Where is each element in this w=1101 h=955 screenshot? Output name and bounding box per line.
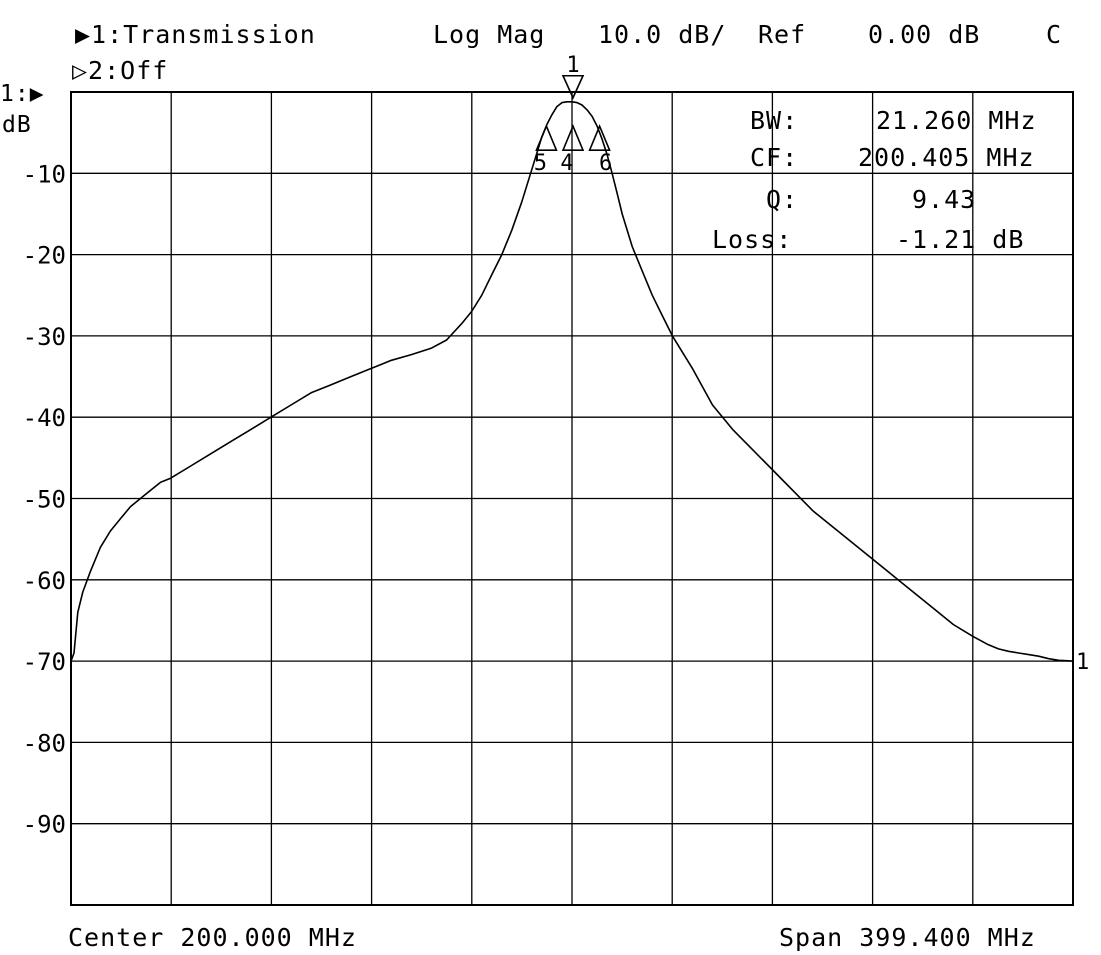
y-tick-label: -40	[23, 404, 66, 432]
y-tick-label: -60	[23, 567, 66, 595]
cf-value: 200.405 MHz	[858, 143, 1035, 172]
ref-position-marker: 1:▶	[0, 81, 45, 107]
q-value: 9.43	[912, 185, 977, 214]
span-frequency[interactable]: Span 399.400 MHz	[779, 923, 1036, 952]
y-tick-label: -70	[23, 648, 66, 676]
marker-6-triangle	[588, 124, 611, 151]
y-tick-label: -90	[23, 811, 66, 839]
cal-indicator: C	[1046, 20, 1063, 49]
y-tick-label: -50	[23, 486, 66, 514]
y-tick-labels: -10 -20 -30 -40 -50 -60 -70 -80 -90	[23, 160, 66, 838]
scale-label[interactable]: 10.0 dB/	[598, 20, 727, 49]
loss-value: -1.21 dB	[896, 225, 1025, 254]
marker-5-triangle	[535, 124, 558, 151]
marker-4-label: 4	[560, 151, 573, 176]
grid	[70, 91, 1074, 906]
marker-6-label: 6	[599, 151, 612, 176]
center-frequency[interactable]: Center 200.000 MHz	[68, 923, 357, 952]
ref-value[interactable]: 0.00 dB	[868, 20, 981, 49]
marker-5-label: 5	[534, 151, 547, 176]
y-tick-label: -80	[23, 729, 66, 757]
trace-group	[70, 101, 1074, 662]
trace-end-label: 1	[1076, 650, 1089, 675]
ref-label: Ref	[758, 20, 807, 49]
y-tick-label: -30	[23, 323, 66, 351]
bw-value: 21.260 MHz	[876, 106, 1037, 135]
marker-1-triangle	[561, 74, 585, 100]
bw-label: BW:	[750, 106, 799, 135]
y-unit-label: dB	[2, 112, 32, 138]
series-line-transmission	[70, 101, 1074, 662]
marker-group: 1 45 6 1	[534, 53, 1089, 675]
trace1-label[interactable]: ▶1:Transmission	[75, 20, 316, 49]
trace2-label[interactable]: ▷2:Off	[72, 56, 169, 85]
format-label[interactable]: Log Mag	[433, 20, 546, 49]
marker-1-label: 1	[566, 53, 579, 78]
cf-label: CF:	[750, 143, 799, 172]
marker-4-triangle	[561, 124, 585, 151]
loss-label: Loss:	[712, 225, 793, 254]
y-tick-label: -10	[23, 160, 66, 188]
q-label: Q:	[766, 185, 799, 214]
y-tick-label: -20	[23, 242, 66, 270]
